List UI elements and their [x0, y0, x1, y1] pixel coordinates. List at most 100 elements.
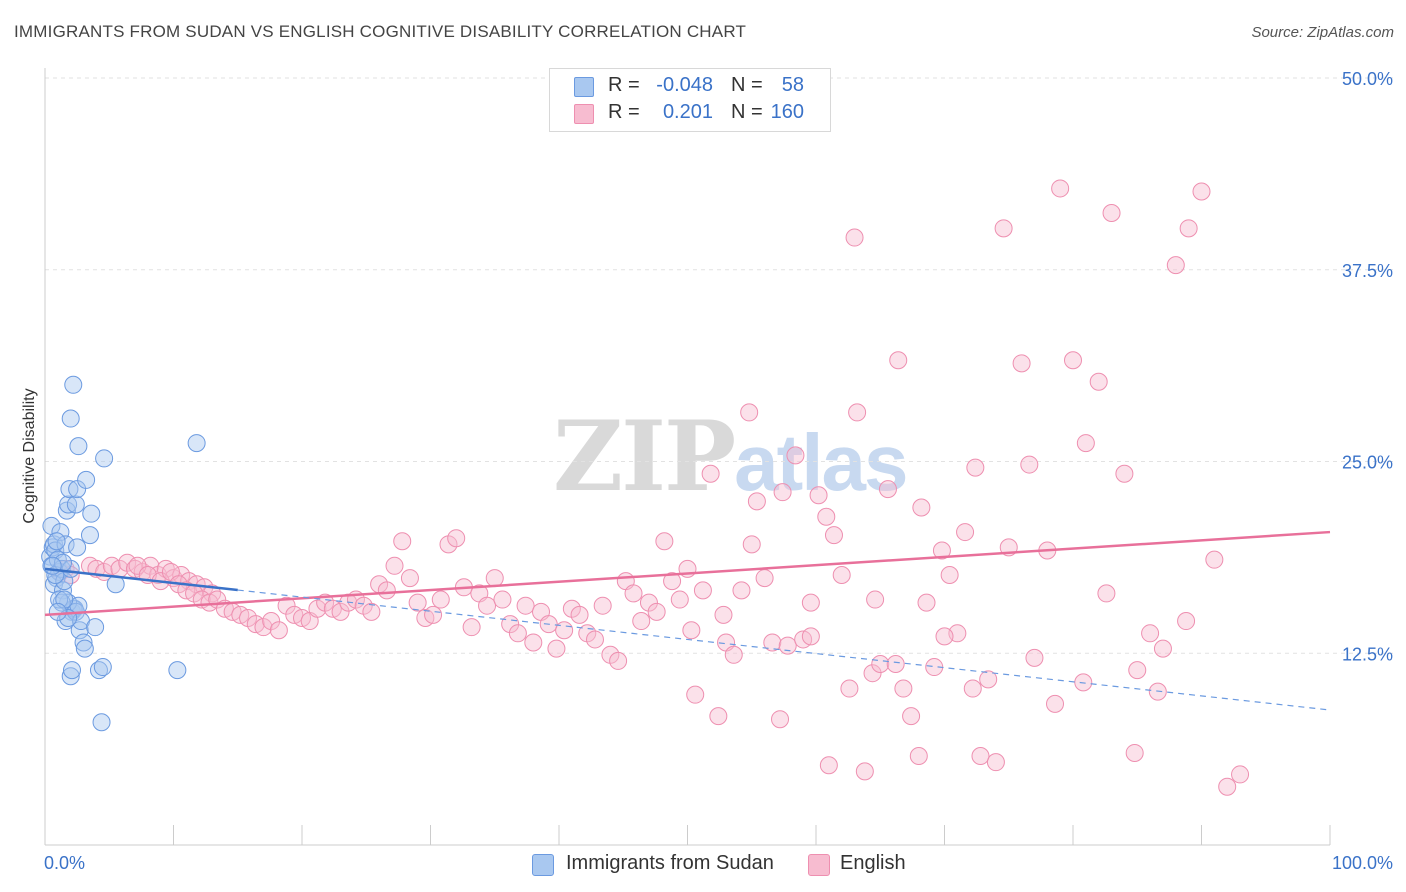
- data-point-english: [1179, 219, 1198, 238]
- data-point-english: [1089, 372, 1108, 391]
- data-point-english: [493, 590, 512, 609]
- trend-line-sudan-extension: [237, 589, 1331, 711]
- data-point-english: [1125, 743, 1144, 762]
- data-point-english: [855, 762, 874, 781]
- data-point-english: [682, 621, 701, 640]
- data-point-english: [778, 636, 797, 655]
- data-point-sudan: [64, 375, 83, 394]
- data-point-sudan: [48, 602, 67, 621]
- data-point-english: [817, 507, 836, 526]
- data-point-english: [963, 679, 982, 698]
- legend-row-sudan: R = -0.048 N = 58: [550, 73, 830, 99]
- legend-box: R = -0.048 N = 58 R = 0.201 N = 160: [549, 68, 831, 132]
- data-point-english: [362, 602, 381, 621]
- data-point-english: [1097, 584, 1116, 603]
- data-point-english: [547, 639, 566, 658]
- data-point-english: [1076, 434, 1095, 453]
- data-point-english: [912, 498, 931, 517]
- data-point-english: [714, 605, 733, 624]
- data-point-sudan: [62, 661, 81, 680]
- data-point-english: [385, 556, 404, 575]
- data-point-english: [935, 627, 954, 646]
- data-point-english: [732, 581, 751, 600]
- y-tick-label: 50.0%: [1342, 69, 1393, 89]
- data-point-english: [894, 679, 913, 698]
- data-point-english: [424, 605, 443, 624]
- data-point-english: [269, 621, 288, 640]
- data-point-english: [709, 707, 728, 726]
- data-point-english: [447, 529, 466, 548]
- data-point-english: [747, 492, 766, 511]
- data-point-english: [886, 654, 905, 673]
- data-point-sudan: [95, 449, 114, 468]
- data-point-english: [262, 612, 281, 631]
- data-point-sudan: [86, 618, 105, 637]
- data-point-english: [878, 480, 897, 499]
- data-point-sudan: [82, 504, 101, 523]
- data-point-english: [1153, 639, 1172, 658]
- bottom-legend-swatch-sudan: [532, 854, 554, 876]
- data-point-english: [902, 707, 921, 726]
- data-point-english: [824, 526, 843, 545]
- data-point-english: [570, 605, 589, 624]
- data-point-english: [889, 351, 908, 370]
- data-point-sudan: [80, 526, 99, 545]
- data-point-english: [971, 747, 990, 766]
- data-point-english: [1166, 256, 1185, 275]
- data-point-english: [909, 747, 928, 766]
- x-tick-label: 0.0%: [44, 853, 85, 873]
- legend-r-value: 0.201: [662, 101, 713, 123]
- data-point-english: [956, 523, 975, 542]
- data-point-sudan: [59, 495, 78, 514]
- data-point-english: [593, 596, 612, 615]
- data-point-sudan: [168, 661, 187, 680]
- data-point-english: [478, 596, 497, 615]
- data-point-english: [917, 593, 936, 612]
- data-point-english: [755, 569, 774, 588]
- data-point-english: [819, 756, 838, 775]
- data-point-english: [1141, 624, 1160, 643]
- data-point-sudan: [68, 480, 87, 499]
- data-point-english: [1020, 455, 1039, 474]
- data-point-english: [1115, 464, 1134, 483]
- data-point-english: [693, 581, 712, 600]
- data-point-sudan: [69, 437, 88, 456]
- data-point-english: [773, 483, 792, 502]
- data-point-english: [979, 670, 998, 689]
- data-point-english: [801, 593, 820, 612]
- data-point-english: [848, 403, 867, 422]
- data-point-sudan: [61, 667, 80, 686]
- legend-n-value: 160: [770, 101, 804, 123]
- legend-r-value: -0.048: [656, 74, 713, 96]
- legend-row-english: R = 0.201 N = 160: [550, 100, 830, 126]
- data-point-english: [845, 228, 864, 247]
- data-point-english: [871, 654, 890, 673]
- x-tick-label: 100.0%: [1332, 853, 1393, 873]
- data-point-english: [663, 572, 682, 591]
- data-point-english: [740, 403, 759, 422]
- data-point-english: [331, 602, 350, 621]
- data-point-sudan: [93, 658, 112, 677]
- legend-r-label: R =: [608, 74, 640, 96]
- data-point-english: [647, 602, 666, 621]
- data-point-english: [516, 596, 535, 615]
- data-point-sudan: [187, 434, 206, 453]
- data-point-english: [1231, 765, 1250, 784]
- data-point-english: [585, 630, 604, 649]
- data-point-english: [863, 664, 882, 683]
- data-point-sudan: [43, 556, 62, 575]
- data-point-english: [431, 590, 450, 609]
- data-point-english: [801, 627, 820, 646]
- y-tick-label: 25.0%: [1342, 453, 1393, 473]
- data-point-english: [1012, 354, 1031, 373]
- data-point-english: [555, 621, 574, 640]
- data-point-english: [377, 581, 396, 600]
- legend-swatch-english: [574, 104, 594, 124]
- chart-title: IMMIGRANTS FROM SUDAN VS ENGLISH COGNITI…: [14, 22, 747, 41]
- y-tick-label: 37.5%: [1342, 261, 1393, 281]
- data-point-english: [1192, 182, 1211, 201]
- data-point-english: [994, 219, 1013, 238]
- data-point-english: [393, 532, 412, 551]
- data-point-sudan: [57, 501, 76, 520]
